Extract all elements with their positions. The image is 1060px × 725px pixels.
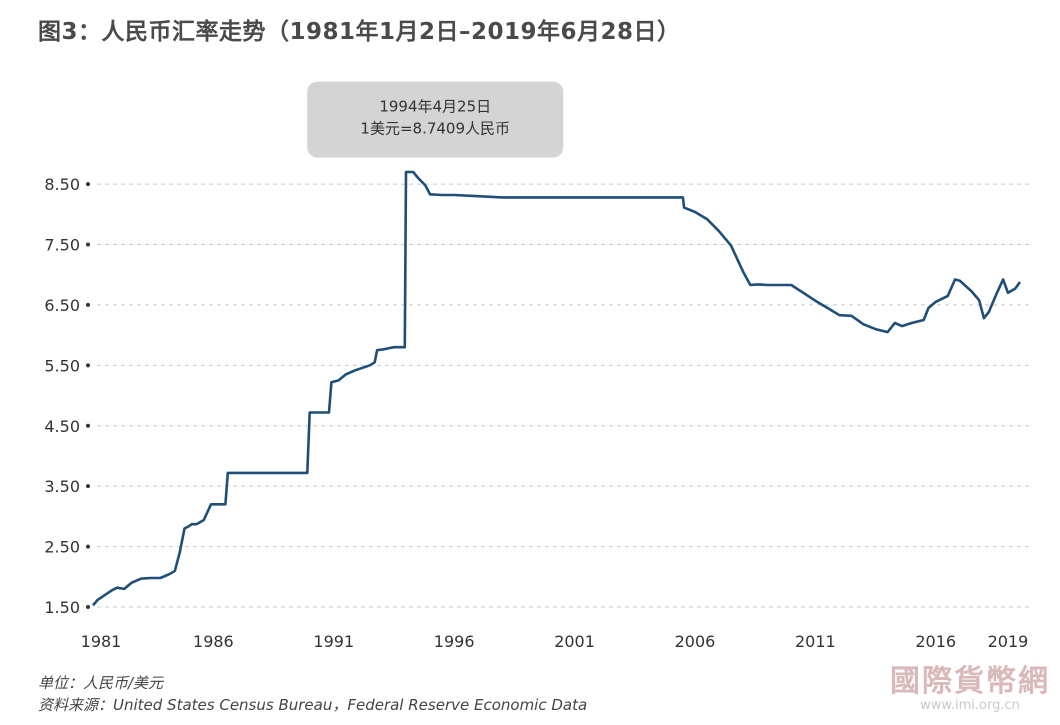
chart-title: 图3：人民币汇率走势（1981年1月2日–2019年6月28日） [38, 19, 681, 45]
annotation-box [307, 81, 564, 158]
x-tick-label: 2019 [988, 632, 1029, 651]
y-tick-dot [86, 242, 90, 247]
grid-lines [97, 183, 1030, 608]
y-tick-dot [86, 605, 90, 609]
y-tick-dot [86, 302, 90, 307]
y-tick-label: 4.50 [44, 417, 80, 436]
y-tick-dot [86, 363, 90, 368]
unit-note: 单位：人民币/美元 [38, 674, 164, 692]
annotation-date: 1994年4月25日 [379, 98, 491, 116]
x-tick-label: 1996 [434, 632, 475, 651]
x-tick-label: 1991 [313, 632, 354, 651]
x-axis: 1981 1986 1991 1996 2001 2006 2011 2016 2019 [81, 632, 1029, 651]
y-tick-dot [86, 423, 90, 428]
y-tick-label: 3.50 [44, 477, 80, 496]
exchange-rate-line [92, 170, 1022, 607]
x-tick-label: 2006 [675, 632, 716, 651]
annotation-callout: 1994年4月25日 1美元=8.7409人民币 [307, 81, 564, 158]
y-tick-dot [86, 182, 90, 187]
x-tick-label: 2001 [554, 632, 595, 651]
x-tick-label: 1981 [81, 632, 122, 651]
y-tick-label: 6.50 [44, 296, 80, 315]
y-tick-label: 2.50 [44, 538, 80, 557]
y-tick-label: 8.50 [44, 175, 80, 194]
watermark-logo: 國際貨幣網 [890, 664, 1050, 699]
y-tick-dot [86, 544, 90, 549]
source-note: 资料来源：United States Census Bureau，Federal… [38, 696, 588, 714]
y-tick-dot [86, 484, 90, 489]
x-tick-label: 2016 [915, 632, 956, 651]
watermark: 國際貨幣網 www.imi.org.cn [890, 656, 1050, 713]
annotation-value: 1美元=8.7409人民币 [360, 120, 510, 138]
y-axis: 1.50 2.50 3.50 4.50 5.50 6.50 7.50 8.50 [44, 175, 90, 617]
x-tick-label: 1986 [193, 632, 234, 651]
x-tick-label: 2011 [795, 632, 836, 651]
y-tick-label: 7.50 [44, 236, 80, 255]
y-tick-label: 1.50 [44, 598, 80, 617]
y-tick-label: 5.50 [44, 356, 80, 375]
watermark-url: www.imi.org.cn [920, 698, 1020, 713]
